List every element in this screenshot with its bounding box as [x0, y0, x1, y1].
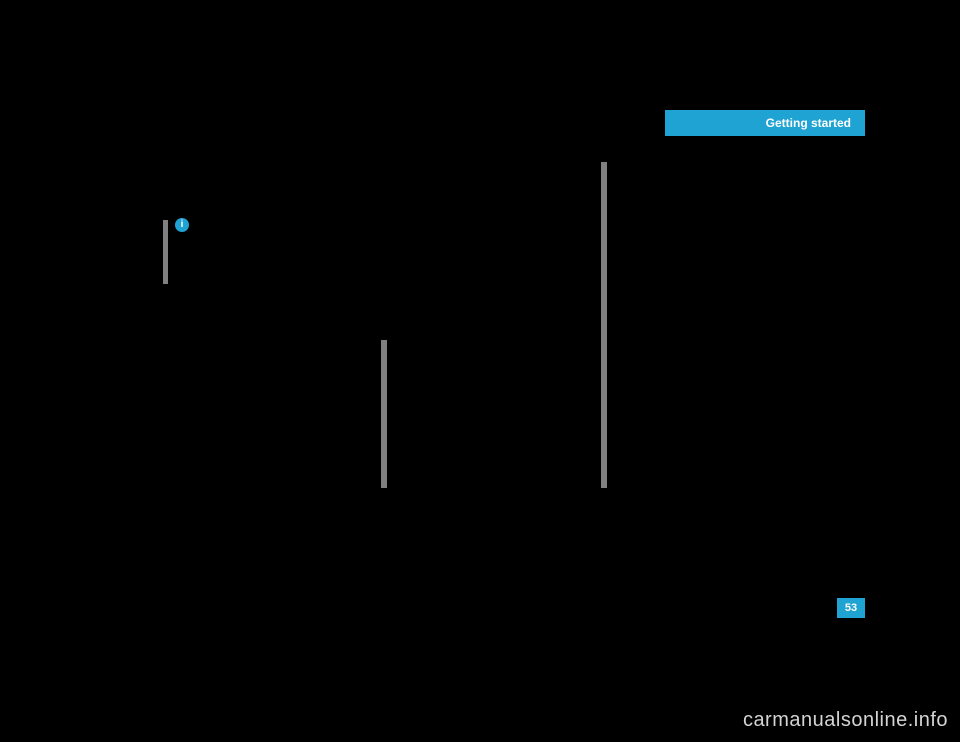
watermark-text: carmanualsonline.info: [743, 709, 948, 732]
info-icon-label: i: [181, 219, 184, 230]
info-vertical-bar: [163, 220, 168, 284]
page-number: 53: [845, 602, 857, 614]
right-vertical-bar: [601, 162, 607, 488]
manual-page: Getting started i 53: [95, 60, 865, 660]
info-icon: i: [175, 218, 189, 232]
page-number-tab: 53: [837, 598, 865, 618]
section-title: Getting started: [766, 116, 851, 130]
middle-vertical-bar: [381, 340, 387, 488]
section-header-tab: Getting started: [665, 110, 865, 136]
